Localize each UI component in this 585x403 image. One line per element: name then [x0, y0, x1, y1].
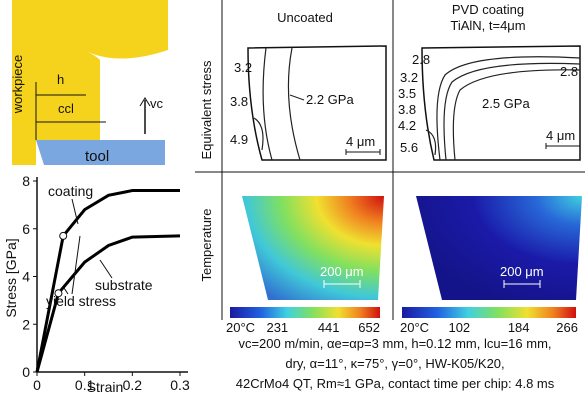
- tool-label: tool: [85, 148, 109, 165]
- contour-label: 3.8: [230, 94, 248, 109]
- yield-point: [59, 231, 68, 240]
- colorbar: [402, 307, 576, 318]
- colorbar: [230, 307, 380, 318]
- colorbar-label: 652: [358, 320, 380, 335]
- y-tick-label: 0: [22, 364, 30, 380]
- row-label: Equivalent stress: [199, 60, 214, 159]
- contour: [262, 47, 273, 161]
- scale-bar: [503, 280, 541, 288]
- chip: [12, 0, 168, 59]
- leader: [71, 198, 79, 225]
- contour-label: 5.6: [400, 140, 418, 155]
- y-tick-label: 2: [22, 316, 30, 332]
- caption-line: vc=200 m/min, αe=αp=3 mm, h=0.12 mm, lcu…: [238, 336, 551, 351]
- row-label: Temperature: [199, 209, 214, 282]
- outline: [247, 45, 387, 161]
- h-label: h: [57, 72, 64, 87]
- contour: [287, 47, 301, 161]
- contour: [425, 129, 437, 156]
- line: [35, 189, 180, 373]
- cutting-diagram: workpiece h ccl vc tool: [10, 0, 168, 165]
- vc-label: vc: [150, 96, 164, 111]
- contour-label: 3.2: [400, 70, 418, 85]
- leader: [289, 94, 305, 101]
- contour-label: 2.5 GPa: [482, 96, 530, 111]
- contour: [443, 62, 581, 161]
- colorbar-labels: 20°C 231 441 652 20°C 102 184 266: [226, 320, 578, 335]
- colorbar-label: 102: [448, 320, 470, 335]
- stress-panel: 3.2 3.8 4.9 2.2 GPa 4 μm: [230, 45, 387, 161]
- caption-line: dry, α=11°, κ=75°, γ=0°, HW-K05/K20,: [285, 356, 504, 371]
- workpiece-label: workpiece: [10, 55, 25, 115]
- colorbar-label: 231: [266, 320, 288, 335]
- column-title: Uncoated: [277, 10, 333, 25]
- scale-label: 200 μm: [500, 264, 544, 279]
- y-tick-label: 4: [22, 269, 30, 285]
- scale-bar: [323, 280, 361, 288]
- x-tick-label: 0.1: [75, 377, 95, 393]
- tool-shape: [36, 140, 165, 165]
- contour-label: 2.8: [412, 52, 430, 67]
- x-axis-label: Strain: [87, 379, 124, 395]
- colorbar-label: 184: [508, 320, 530, 335]
- colorbar-label: 20°C: [226, 320, 255, 335]
- scale-bar: [545, 143, 581, 149]
- temperature-map: [242, 196, 384, 300]
- temperature-map: [416, 196, 582, 300]
- line: [35, 234, 181, 373]
- contour-label: 2.2 GPa: [306, 92, 354, 107]
- annotation: yield stress: [46, 293, 116, 309]
- column-subtitle: TiAlN, t=4μm: [450, 18, 525, 33]
- y-axis-label: Stress [GPa]: [3, 238, 19, 317]
- scale-label: 4 μm: [346, 134, 375, 149]
- caption-line: 42CrMo4 QT, Rm≈1 GPa, contact time per c…: [236, 376, 555, 391]
- axes: [36, 177, 188, 373]
- scale-bar: [345, 149, 381, 155]
- outline: [421, 45, 581, 161]
- scale-label: 200 μm: [320, 264, 364, 279]
- contour-label: 2.8: [560, 64, 578, 79]
- y-tick-label: 6: [22, 221, 30, 237]
- x-tick-label: 0.2: [123, 377, 143, 393]
- colorbar-label: 266: [556, 320, 578, 335]
- workpiece-shape: [12, 0, 100, 165]
- scale-label: 4 μm: [546, 128, 575, 143]
- colorbar-label: 441: [318, 320, 340, 335]
- y-tick-label: 8: [22, 173, 30, 189]
- contour: [452, 69, 581, 161]
- leader: [99, 259, 113, 279]
- contour: [253, 117, 264, 151]
- colorbar-label: 20°C: [400, 320, 429, 335]
- contour: [436, 56, 581, 161]
- ccl-label: ccl: [58, 101, 74, 116]
- legend-label: substrate: [95, 277, 153, 293]
- vc-arrowhead: [139, 97, 151, 107]
- stress-strain-chart: Stress [GPa] Strain 0 2 4 6 8 0 0.1 0.2 0.3 coati…: [3, 173, 190, 395]
- yield-point: [54, 289, 63, 298]
- legend-label: coating: [48, 183, 93, 199]
- leader: [71, 235, 81, 295]
- contour-label: 4.2: [398, 118, 416, 133]
- column-title: PVD coating: [452, 2, 524, 17]
- leader: [63, 287, 69, 295]
- contour-label: 3.2: [234, 60, 252, 75]
- contour-label: 3.5: [398, 86, 416, 101]
- stress-panel: 2.8 2.8 3.2 3.5 3.8 4.2 5.6 2.5 GPa 4 μm: [398, 45, 581, 161]
- contour-label: 3.8: [398, 102, 416, 117]
- x-tick-label: 0: [33, 377, 41, 393]
- contour-label: 4.9: [230, 132, 248, 147]
- x-tick-label: 0.3: [170, 377, 190, 393]
